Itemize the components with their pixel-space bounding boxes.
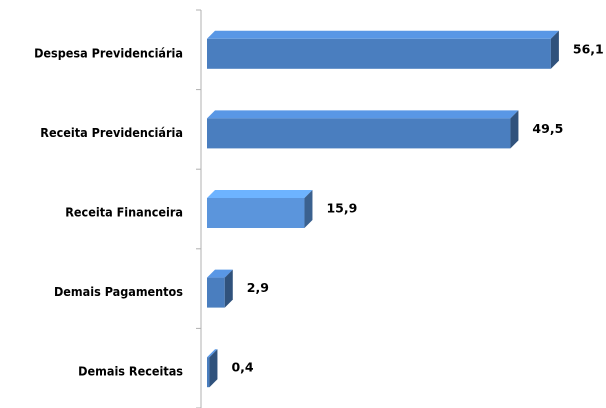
category-label: Demais Receitas xyxy=(78,364,183,379)
value-label: 0,4 xyxy=(231,360,253,375)
bar-top xyxy=(207,190,313,198)
category-label: Demais Pagamentos xyxy=(54,284,183,299)
bar xyxy=(207,198,305,228)
value-label: 2,9 xyxy=(247,280,269,295)
bar-top xyxy=(207,30,559,39)
bar-side xyxy=(510,110,519,149)
bar-top xyxy=(207,110,519,119)
value-label: 15,9 xyxy=(326,201,357,216)
bar-side xyxy=(209,349,218,388)
category-label: Despesa Previdenciária xyxy=(34,45,183,60)
bar xyxy=(207,38,551,69)
bar xyxy=(207,118,511,149)
category-label: Receita Previdenciária xyxy=(40,125,183,140)
bar-top xyxy=(207,349,218,358)
category-label: Receita Financeira xyxy=(65,205,183,220)
value-label: 49,5 xyxy=(532,121,563,136)
bar-top xyxy=(207,269,233,278)
bar-side xyxy=(224,269,233,308)
bar xyxy=(207,357,210,388)
bar-side xyxy=(304,190,313,228)
bar xyxy=(207,277,225,308)
bar-side xyxy=(550,30,559,69)
value-label: 56,1 xyxy=(573,41,604,56)
